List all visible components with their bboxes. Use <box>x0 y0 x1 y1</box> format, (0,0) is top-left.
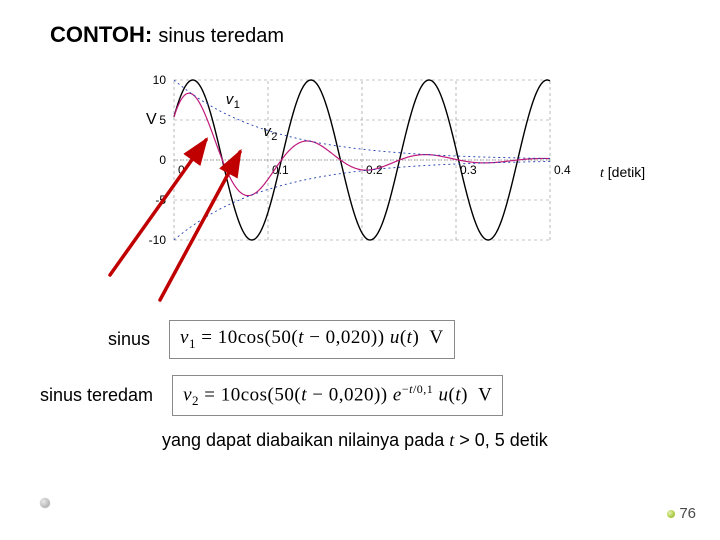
eq1-label: sinus <box>108 329 150 350</box>
x-axis-label: t [detik] <box>600 164 645 182</box>
svg-text:5: 5 <box>159 113 166 127</box>
svg-text:V: V <box>146 111 157 128</box>
title-subtitle: sinus teredam <box>158 25 284 47</box>
page-number-value: 76 <box>679 505 696 522</box>
equation-row-sinus: sinus v1 = 10cos(50(t − 0,020)) u(t) V <box>108 320 455 359</box>
slide-title: CONTOH: sinus teredam <box>50 22 284 48</box>
bullet-icon <box>40 498 50 508</box>
svg-text:0.4: 0.4 <box>554 163 571 177</box>
title-bold: CONTOH: <box>50 22 152 47</box>
eq2-label: sinus teredam <box>40 385 153 406</box>
svg-text:0: 0 <box>159 153 166 167</box>
eq2-box: v2 = 10cos(50(t − 0,020)) e−t/0,1 u(t) V <box>172 375 503 416</box>
note-pre: yang dapat diabaikan nilainya pada <box>162 430 449 450</box>
equation-row-sinus-teredam: sinus teredam v2 = 10cos(50(t − 0,020)) … <box>40 375 503 416</box>
svg-text:2: 2 <box>271 131 277 143</box>
svg-text:10: 10 <box>153 73 167 87</box>
svg-text:1: 1 <box>234 99 240 111</box>
damped-sine-chart: 00.10.20.30.4-10-50510Vv1v2 <box>140 70 580 270</box>
eq1-box: v1 = 10cos(50(t − 0,020)) u(t) V <box>169 320 455 359</box>
page-number: 76 <box>667 505 696 522</box>
svg-text:-10: -10 <box>149 233 167 247</box>
pagenum-bullet-icon <box>667 510 675 518</box>
note-text: yang dapat diabaikan nilainya pada t > 0… <box>162 430 548 451</box>
note-post: > 0, 5 detik <box>454 430 548 450</box>
